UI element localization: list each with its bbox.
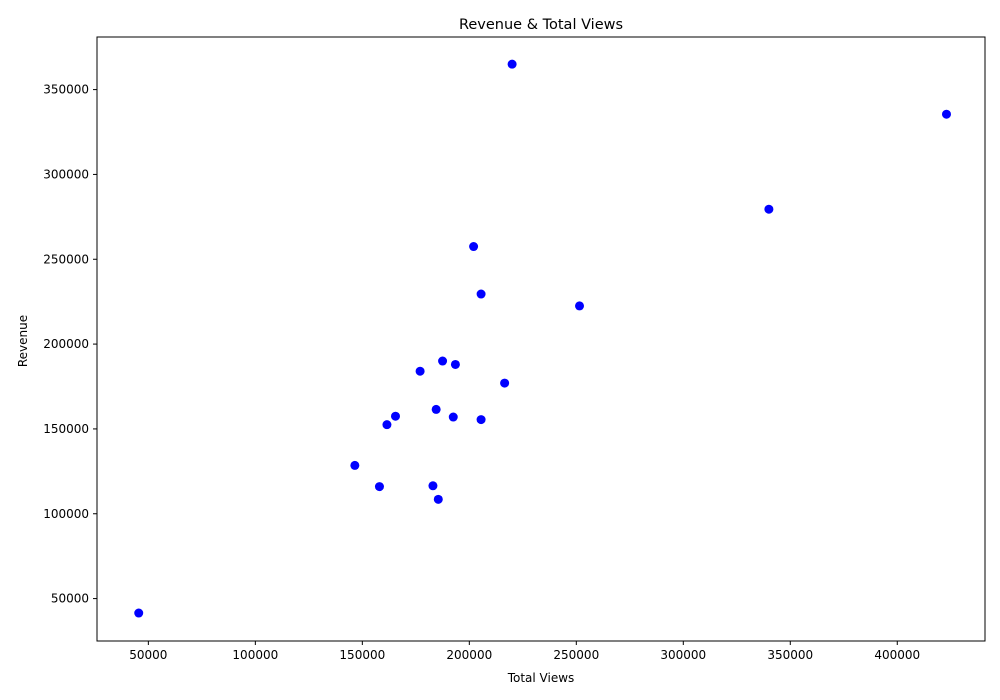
scatter-point xyxy=(438,356,448,366)
y-tick-label: 200000 xyxy=(43,337,89,351)
scatter-point xyxy=(374,482,384,492)
scatter-point xyxy=(428,481,438,491)
x-tick-label: 300000 xyxy=(660,648,706,662)
data-points xyxy=(134,59,951,618)
x-axis-label: Total Views xyxy=(507,671,575,685)
x-tick-label: 150000 xyxy=(339,648,385,662)
x-tick-label: 400000 xyxy=(874,648,920,662)
scatter-point xyxy=(764,204,774,214)
scatter-point xyxy=(448,412,458,422)
scatter-point xyxy=(450,359,460,369)
scatter-point xyxy=(134,608,144,618)
y-tick-label: 300000 xyxy=(43,167,89,181)
scatter-point xyxy=(500,378,510,388)
scatter-point xyxy=(507,59,517,69)
scatter-point xyxy=(941,109,951,119)
x-tick-label: 200000 xyxy=(446,648,492,662)
scatter-point xyxy=(415,366,425,376)
chart-title: Revenue & Total Views xyxy=(459,17,623,33)
x-axis-ticks: 50000 100000 150000 200000 250000 300000 35000… xyxy=(129,641,920,662)
y-tick-label: 150000 xyxy=(43,422,89,436)
scatter-point xyxy=(382,420,392,430)
x-tick-label: 350000 xyxy=(767,648,813,662)
y-axis-ticks: 50000 100000 150000 200000 250000 300000 35000… xyxy=(43,83,97,606)
scatter-point xyxy=(469,242,479,252)
y-tick-label: 50000 xyxy=(51,592,89,606)
scatter-point xyxy=(476,289,486,299)
scatter-point xyxy=(575,301,585,311)
scatter-point xyxy=(476,415,486,425)
y-tick-label: 250000 xyxy=(43,252,89,266)
scatter-point xyxy=(431,404,441,414)
scatter-point xyxy=(390,411,400,421)
y-tick-label: 350000 xyxy=(43,83,89,97)
plot-area xyxy=(96,36,986,642)
scatter-point xyxy=(433,494,443,504)
scatter-point xyxy=(350,460,360,470)
x-tick-label: 250000 xyxy=(553,648,599,662)
y-axis-label: Revenue xyxy=(16,315,30,367)
y-tick-label: 100000 xyxy=(43,507,89,521)
x-tick-label: 50000 xyxy=(129,648,167,662)
x-tick-label: 100000 xyxy=(232,648,278,662)
